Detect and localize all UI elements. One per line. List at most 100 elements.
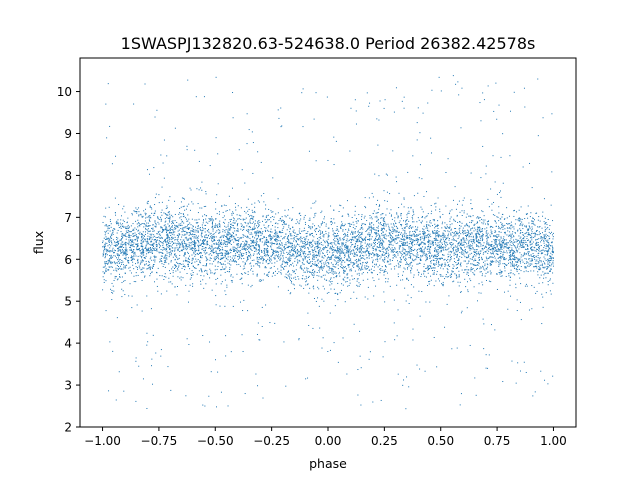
data-point [154, 204, 156, 206]
data-point [338, 247, 340, 249]
data-point [345, 240, 347, 242]
data-point [268, 254, 270, 256]
data-point [509, 225, 511, 227]
data-point [478, 226, 480, 228]
data-point [176, 247, 178, 249]
data-point [519, 262, 521, 264]
data-point [331, 255, 333, 257]
data-point [531, 250, 533, 252]
data-point [235, 247, 237, 249]
data-point [394, 229, 396, 231]
data-point [397, 215, 399, 217]
data-point [123, 252, 125, 254]
data-point [211, 225, 213, 227]
data-point [458, 94, 460, 96]
data-point [423, 230, 425, 232]
data-point [226, 250, 228, 252]
data-point [442, 234, 444, 236]
data-point [309, 227, 311, 229]
data-point [388, 246, 390, 248]
data-point [550, 257, 552, 259]
data-point [367, 286, 369, 288]
data-point [468, 231, 470, 233]
data-point [528, 263, 530, 265]
data-point [532, 217, 534, 219]
data-point [172, 270, 174, 272]
data-point [409, 262, 411, 264]
data-point [389, 193, 391, 195]
data-point [495, 242, 497, 244]
data-point [490, 236, 492, 238]
data-point [442, 248, 444, 250]
data-point [239, 255, 241, 257]
data-point [444, 241, 446, 243]
data-point [501, 224, 503, 226]
data-point [473, 263, 475, 265]
data-point [141, 237, 143, 239]
data-point [498, 272, 500, 274]
data-point [444, 235, 446, 237]
data-point [257, 261, 259, 263]
data-point [509, 155, 511, 157]
data-point [129, 249, 131, 251]
data-point [421, 241, 423, 243]
data-point [102, 246, 104, 248]
data-point [397, 273, 399, 275]
data-point [302, 263, 304, 265]
data-point [481, 265, 483, 267]
data-point [292, 283, 294, 285]
data-point [220, 257, 222, 259]
data-point [444, 226, 446, 228]
data-point [382, 260, 384, 262]
data-point [311, 263, 313, 265]
data-point [276, 273, 278, 275]
data-point [206, 252, 208, 254]
data-point [538, 250, 540, 252]
data-point [125, 248, 127, 250]
data-point [334, 240, 336, 242]
data-point [178, 242, 180, 244]
data-point [164, 239, 166, 241]
data-point [177, 249, 179, 251]
data-point [508, 235, 510, 237]
data-point [225, 229, 227, 231]
data-point [246, 236, 248, 238]
data-point [500, 272, 502, 274]
data-point [203, 249, 205, 251]
data-point [460, 238, 462, 240]
data-point [414, 244, 416, 246]
data-point [140, 269, 142, 271]
data-point [517, 219, 519, 221]
data-point [315, 233, 317, 235]
data-point [364, 223, 366, 225]
data-point [262, 230, 264, 232]
data-point [389, 235, 391, 237]
data-point [385, 238, 387, 240]
data-point [515, 257, 517, 259]
data-point [466, 281, 468, 283]
data-point [194, 219, 196, 221]
data-point [116, 220, 118, 222]
data-point [468, 260, 470, 262]
data-point [210, 218, 212, 220]
data-point [246, 242, 248, 244]
data-point [140, 246, 142, 248]
data-point [420, 247, 422, 249]
data-point [155, 237, 157, 239]
data-point [295, 240, 297, 242]
data-point [287, 254, 289, 255]
data-point [148, 261, 150, 263]
data-point [344, 270, 346, 272]
data-point [288, 246, 290, 248]
data-point [504, 231, 506, 233]
data-point [262, 397, 264, 399]
data-point [206, 264, 207, 266]
data-point [176, 239, 178, 241]
data-point [157, 217, 159, 219]
data-point [304, 240, 306, 242]
data-point [224, 268, 226, 270]
data-point [474, 377, 476, 379]
data-point [272, 237, 274, 239]
data-point [478, 259, 480, 261]
data-point [392, 230, 394, 232]
